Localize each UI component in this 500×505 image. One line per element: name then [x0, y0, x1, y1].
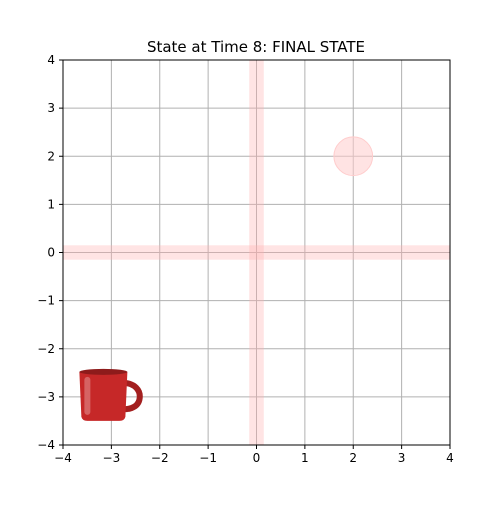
- y-tick-label: 4: [47, 53, 55, 67]
- y-tick-label: −2: [37, 342, 55, 356]
- x-tick-label: −1: [199, 451, 217, 465]
- x-tick-label: 4: [446, 451, 454, 465]
- mug-handle: [116, 379, 143, 413]
- mug-object-group: [79, 368, 143, 421]
- mug-highlight: [84, 376, 91, 415]
- x-axis-ticks: −4 −3 −2 −1 0 1 2 3 4: [54, 445, 454, 465]
- y-tick-label: 3: [47, 101, 55, 115]
- x-tick-label: 1: [301, 451, 309, 465]
- x-tick-label: −2: [151, 451, 169, 465]
- y-tick-label: 0: [47, 246, 55, 260]
- highlight-bands: [63, 60, 450, 445]
- y-tick-label: 2: [47, 149, 55, 163]
- x-tick-label: 0: [253, 451, 261, 465]
- vertical-highlight-band: [249, 60, 264, 445]
- x-tick-label: −4: [54, 451, 72, 465]
- red-mug-icon: [79, 368, 143, 421]
- y-tick-label: −1: [37, 294, 55, 308]
- target-marker-group: [333, 136, 374, 177]
- y-tick-label: −3: [37, 390, 55, 404]
- y-tick-label: −4: [37, 438, 55, 452]
- x-tick-label: 2: [349, 451, 357, 465]
- horizontal-highlight-band: [63, 245, 450, 260]
- target-marker: [333, 136, 374, 177]
- mug-body: [79, 371, 128, 421]
- chart-title: State at Time 8: FINAL STATE: [147, 38, 365, 56]
- x-tick-label: −3: [103, 451, 121, 465]
- y-axis-ticks: −4 −3 −2 −1 0 1 2 3 4: [37, 53, 63, 452]
- x-tick-label: 3: [398, 451, 406, 465]
- mug-rim: [79, 368, 128, 375]
- y-tick-label: 1: [47, 197, 55, 211]
